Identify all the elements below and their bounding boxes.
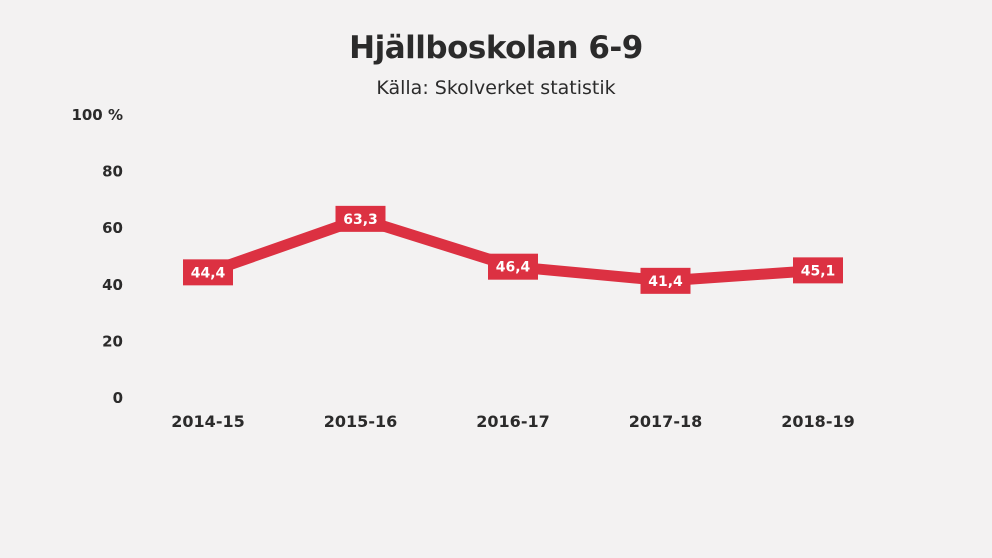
data-label: 41,4 bbox=[648, 274, 683, 290]
x-tick-label: 2014-15 bbox=[171, 412, 244, 431]
y-tick-label: 60 bbox=[102, 219, 123, 237]
y-tick-label: 100 % bbox=[71, 106, 123, 124]
data-label-box bbox=[640, 267, 691, 294]
data-point: 41,4 bbox=[640, 267, 691, 294]
x-tick-label: 2016-17 bbox=[476, 412, 549, 431]
data-point: 45,1 bbox=[793, 257, 843, 284]
y-tick-label: 80 bbox=[102, 163, 123, 181]
y-tick-label: 20 bbox=[102, 332, 123, 350]
data-label: 63,3 bbox=[343, 212, 378, 228]
y-axis: 0 20 40 60 80 100 % bbox=[71, 106, 123, 407]
data-label: 45,1 bbox=[801, 263, 836, 279]
data-point: 46,4 bbox=[488, 253, 538, 280]
data-label-box bbox=[793, 257, 843, 284]
x-tick-label: 2017-18 bbox=[629, 412, 702, 431]
y-tick-label: 40 bbox=[102, 276, 123, 294]
data-label-box bbox=[488, 253, 538, 280]
x-axis: 2014-15 2015-16 2016-17 2017-18 2018-19 bbox=[171, 412, 854, 431]
data-point: 63,3 bbox=[335, 205, 386, 232]
data-point: 44,4 bbox=[183, 259, 233, 286]
chart-title: Hjällboskolan 6-9 bbox=[349, 30, 643, 66]
data-label-box bbox=[183, 259, 233, 286]
data-label: 44,4 bbox=[191, 265, 226, 281]
data-label-box bbox=[335, 205, 386, 232]
data-label: 46,4 bbox=[496, 260, 531, 276]
data-label-group: 44,4 63,3 46,4 41,4 45,1 bbox=[183, 205, 843, 294]
x-tick-label: 2018-19 bbox=[781, 412, 854, 431]
chart-subtitle: Källa: Skolverket statistik bbox=[376, 77, 616, 99]
y-tick-label: 0 bbox=[113, 389, 123, 407]
x-tick-label: 2015-16 bbox=[324, 412, 397, 431]
